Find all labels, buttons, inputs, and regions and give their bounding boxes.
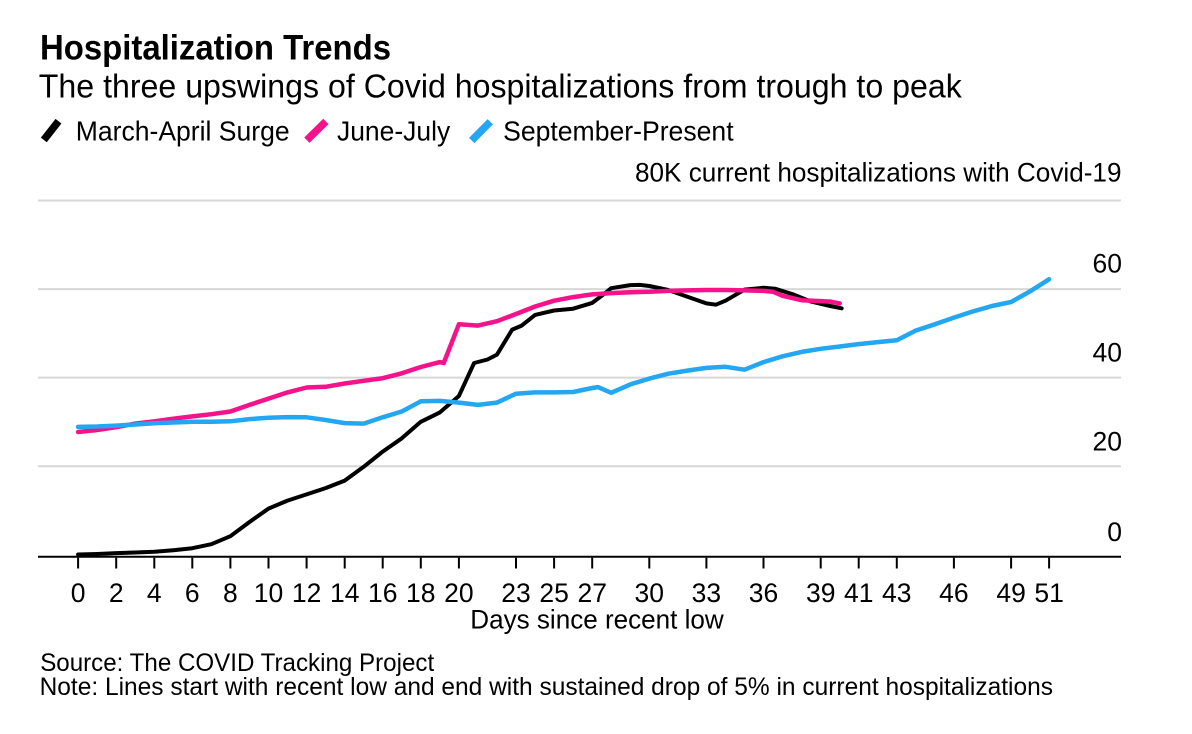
svg-text:18: 18 [406, 578, 435, 608]
svg-text:2: 2 [109, 578, 124, 608]
svg-text:16: 16 [368, 578, 397, 608]
svg-text:80K current hospitalizations w: 80K current hospitalizations with Covid-… [635, 157, 1122, 187]
svg-text:25: 25 [539, 578, 568, 608]
svg-text:49: 49 [996, 578, 1025, 608]
svg-text:41: 41 [844, 578, 873, 608]
svg-text:39: 39 [806, 578, 835, 608]
svg-text:6: 6 [185, 578, 200, 608]
svg-text:0: 0 [1107, 517, 1122, 547]
svg-text:June-July: June-July [337, 115, 450, 146]
svg-text:46: 46 [939, 578, 968, 608]
svg-text:33: 33 [692, 578, 721, 608]
svg-text:8: 8 [223, 578, 238, 608]
svg-text:20: 20 [1093, 426, 1122, 456]
svg-text:60: 60 [1093, 248, 1122, 278]
svg-text:0: 0 [71, 578, 86, 608]
svg-text:Note: Lines start with recent: Note: Lines start with recent low and en… [40, 673, 1053, 701]
svg-text:43: 43 [882, 578, 911, 608]
svg-text:September-Present: September-Present [503, 115, 734, 146]
svg-text:Days since recent low: Days since recent low [470, 604, 724, 635]
svg-text:4: 4 [147, 578, 162, 608]
svg-text:12: 12 [292, 578, 321, 608]
svg-text:40: 40 [1093, 337, 1122, 367]
svg-text:Hospitalization Trends: Hospitalization Trends [40, 28, 391, 68]
svg-text:30: 30 [635, 578, 664, 608]
svg-text:20: 20 [444, 578, 473, 608]
svg-text:The three upswings of Covid ho: The three upswings of Covid hospitalizat… [39, 68, 962, 105]
svg-text:March-April Surge: March-April Surge [76, 115, 290, 146]
svg-text:27: 27 [577, 578, 606, 608]
svg-text:14: 14 [330, 578, 359, 608]
svg-text:51: 51 [1034, 578, 1063, 608]
svg-text:10: 10 [254, 578, 283, 608]
svg-text:Source: The COVID Tracking Pro: Source: The COVID Tracking Project [40, 649, 434, 677]
svg-text:36: 36 [749, 578, 778, 608]
svg-text:23: 23 [501, 578, 530, 608]
